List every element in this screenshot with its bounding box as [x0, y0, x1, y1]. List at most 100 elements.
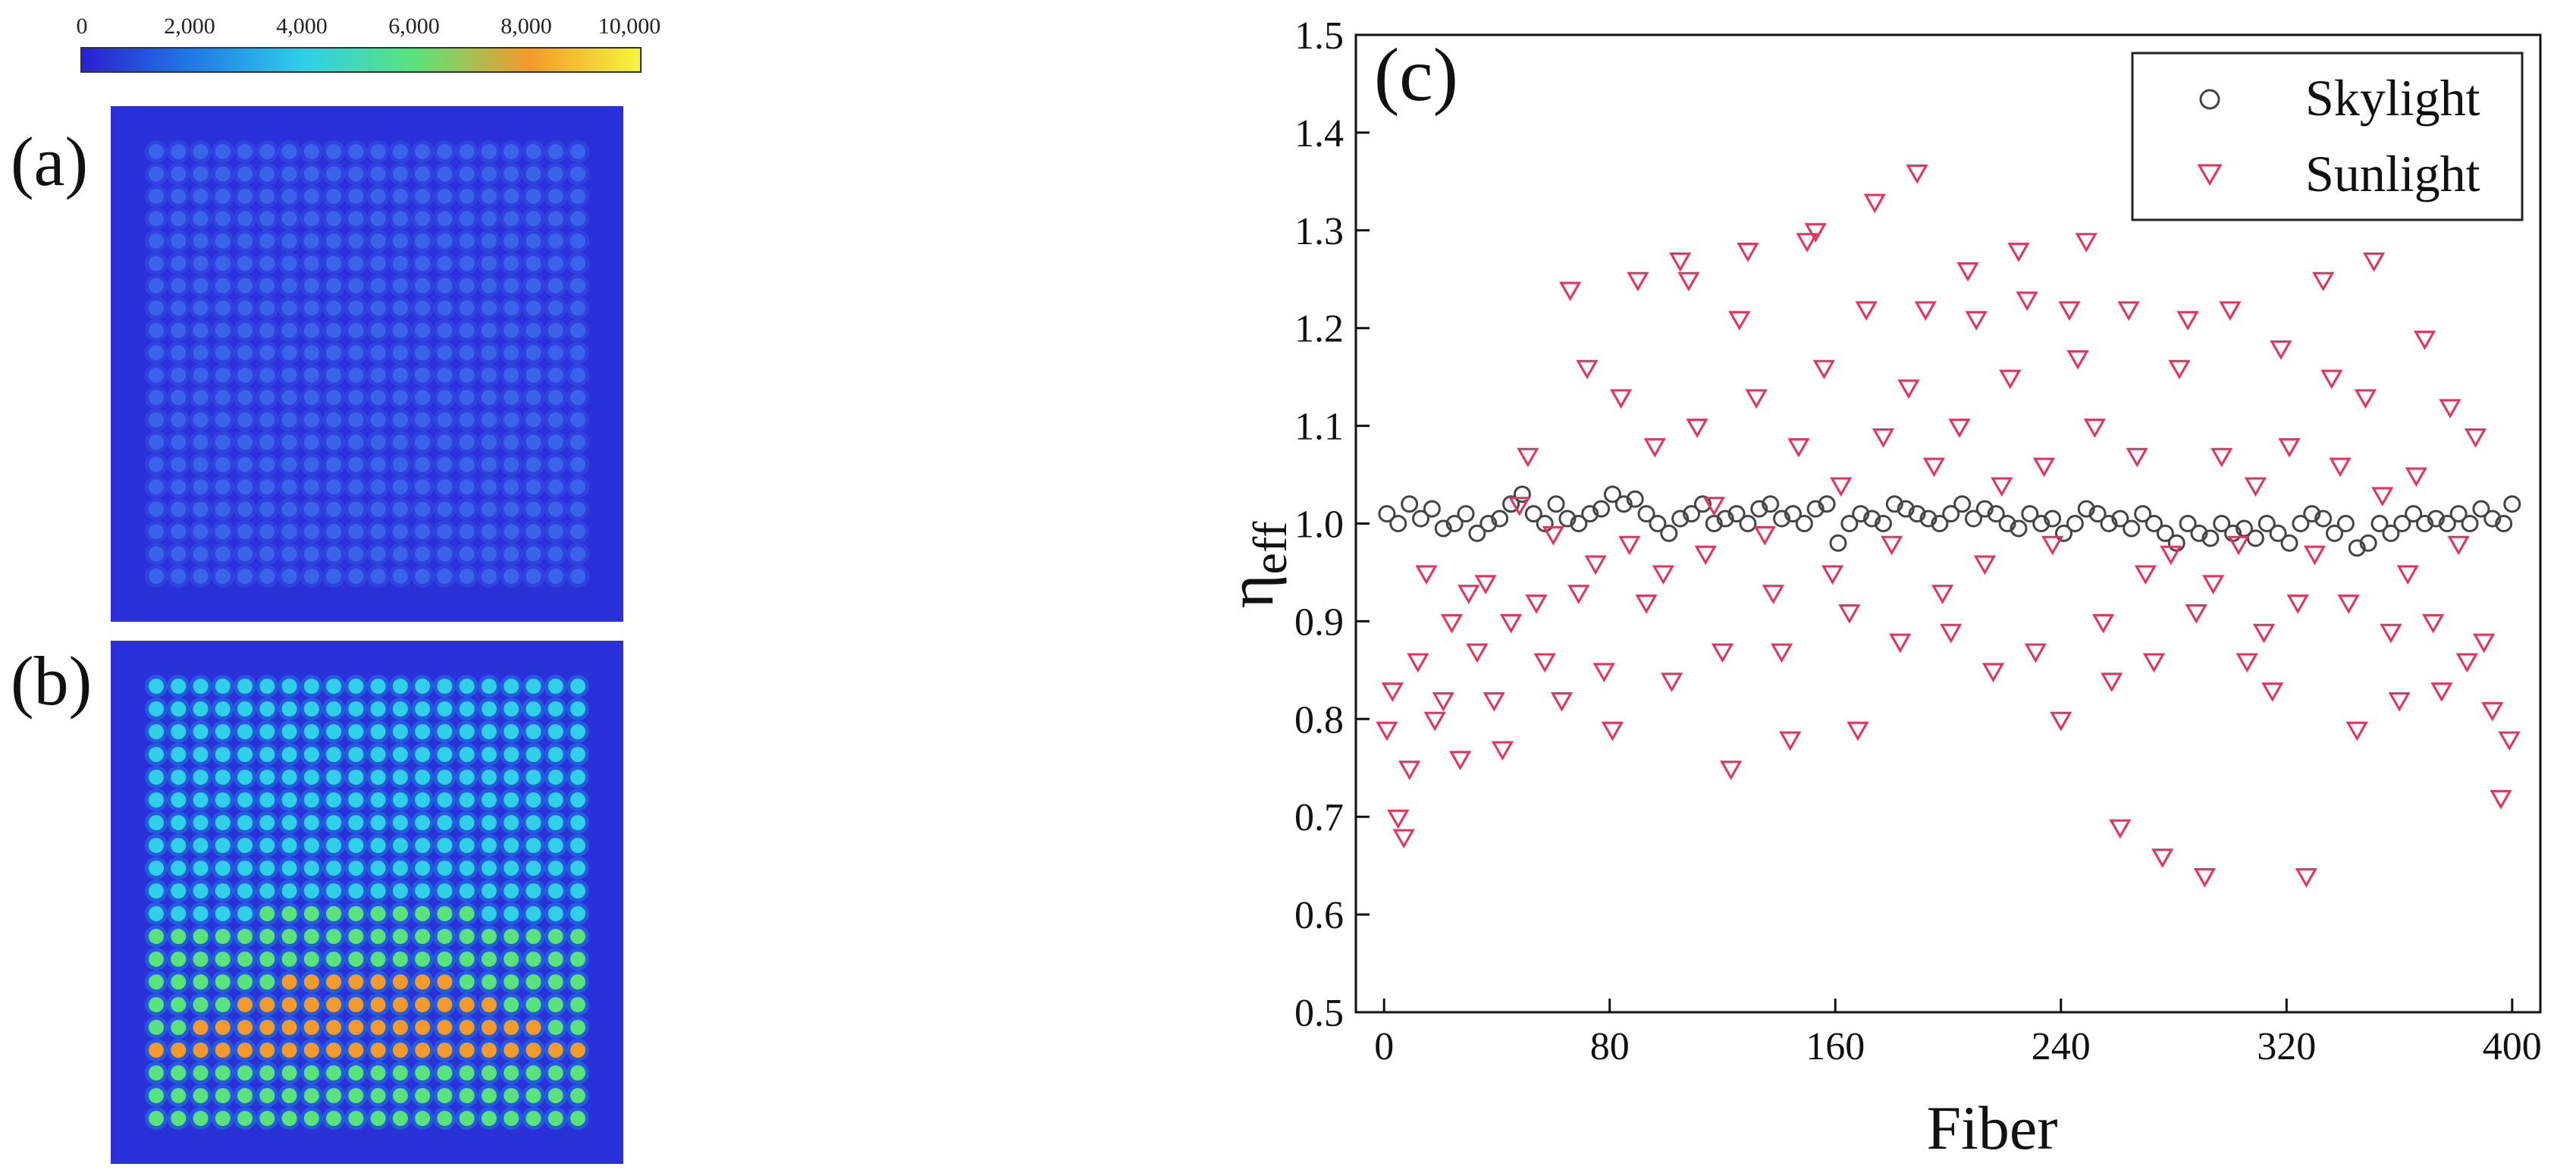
data-point-skylight: [2269, 524, 2287, 542]
intensity-spot: [149, 815, 164, 830]
intensity-spot: [149, 479, 164, 495]
intensity-spot: [415, 524, 431, 540]
intensity-spot: [548, 278, 563, 293]
intensity-spot: [348, 278, 364, 293]
intensity-spot: [504, 345, 519, 361]
intensity-spot: [570, 345, 585, 361]
data-point-sunlight: [2176, 311, 2199, 331]
data-point-sunlight: [2286, 594, 2309, 614]
intensity-spot: [504, 1088, 519, 1103]
intensity-spot: [237, 211, 253, 227]
data-point-sunlight: [1906, 164, 1928, 184]
intensity-spot: [348, 906, 364, 921]
intensity-spot: [459, 997, 475, 1012]
intensity-spot: [481, 390, 497, 406]
intensity-spot: [237, 929, 253, 944]
intensity-spot: [370, 883, 386, 898]
data-point-skylight: [1581, 505, 1599, 523]
data-point-skylight: [2032, 515, 2050, 532]
intensity-spot: [326, 906, 342, 921]
intensity-spot: [526, 1043, 541, 1058]
intensity-spot: [237, 233, 253, 249]
intensity-spot: [193, 883, 209, 898]
intensity-spot: [149, 367, 164, 383]
intensity-spot: [193, 997, 209, 1012]
intensity-spot: [215, 456, 231, 472]
y-tick-label: 1.5: [1294, 14, 1344, 58]
intensity-spot: [526, 166, 541, 182]
intensity-spot: [326, 1043, 342, 1058]
intensity-spot: [149, 322, 164, 338]
intensity-spot: [570, 367, 585, 383]
intensity-spot: [215, 367, 231, 383]
intensity-spot: [348, 412, 364, 428]
y-tick-label: 1.3: [1294, 210, 1344, 253]
intensity-spot: [504, 906, 519, 921]
intensity-spot: [259, 188, 275, 204]
intensity-spot: [259, 906, 275, 921]
intensity-spot: [303, 952, 319, 967]
data-point-sunlight: [1517, 447, 1539, 468]
x-axis-label: Fiber: [1926, 1093, 2057, 1162]
data-point-sunlight: [1525, 594, 1548, 614]
intensity-spot: [570, 815, 585, 830]
intensity-spot: [303, 1043, 319, 1058]
intensity-spot: [149, 524, 164, 540]
data-point-skylight: [2246, 529, 2264, 547]
intensity-spot: [348, 724, 364, 739]
intensity-spot: [281, 256, 297, 271]
intensity-spot: [548, 456, 563, 472]
intensity-spot: [303, 546, 319, 562]
intensity-spot: [526, 256, 541, 271]
intensity-spot: [548, 479, 563, 495]
data-point-sunlight: [2041, 535, 2064, 556]
data-point-sunlight: [1728, 311, 1751, 331]
intensity-spot: [193, 188, 209, 204]
colorbar-tick: 6,000: [388, 14, 440, 39]
intensity-spot: [415, 322, 431, 338]
intensity-spot: [171, 861, 187, 876]
intensity-spot: [570, 569, 585, 584]
data-point-sunlight: [2422, 613, 2445, 634]
legend-label-sunlight: Sunlight: [2305, 145, 2480, 202]
intensity-spot: [548, 1088, 563, 1103]
data-point-sunlight: [1601, 721, 1624, 742]
intensity-map-b: [111, 641, 623, 1164]
intensity-spot: [215, 322, 231, 338]
data-point-sunlight: [1787, 437, 1810, 458]
intensity-spot: [504, 838, 519, 853]
intensity-spot: [149, 501, 164, 517]
intensity-spot: [303, 1020, 319, 1035]
data-point-skylight: [1378, 505, 1396, 523]
intensity-spot: [570, 278, 585, 293]
intensity-spot: [281, 569, 297, 584]
intensity-spot: [437, 569, 453, 584]
intensity-spot: [570, 322, 585, 338]
intensity-spot: [459, 569, 475, 584]
intensity-spot: [259, 883, 275, 898]
intensity-spot: [415, 815, 431, 830]
intensity-spot: [437, 701, 453, 717]
data-point-skylight: [2010, 519, 2028, 538]
intensity-spot: [171, 278, 187, 293]
intensity-spot: [392, 300, 408, 316]
intensity-spot: [281, 390, 297, 406]
intensity-spot: [504, 701, 519, 717]
intensity-spot: [392, 434, 408, 450]
intensity-spot: [570, 974, 585, 989]
data-point-sunlight: [1423, 711, 1446, 732]
intensity-spot: [281, 322, 297, 338]
intensity-spot: [149, 792, 164, 808]
intensity-spot: [459, 367, 475, 383]
data-point-skylight: [1637, 505, 1655, 523]
data-point-skylight: [1908, 505, 1926, 523]
colorbar-tick: 8,000: [500, 14, 552, 39]
intensity-spot: [415, 679, 431, 694]
intensity-spot: [348, 546, 364, 562]
intensity-spot: [303, 233, 319, 249]
intensity-spot: [370, 278, 386, 293]
intensity-spot: [526, 1065, 541, 1080]
data-point-sunlight: [1981, 663, 2005, 682]
data-point-sunlight: [1948, 419, 1971, 438]
data-point-sunlight: [2447, 535, 2470, 556]
